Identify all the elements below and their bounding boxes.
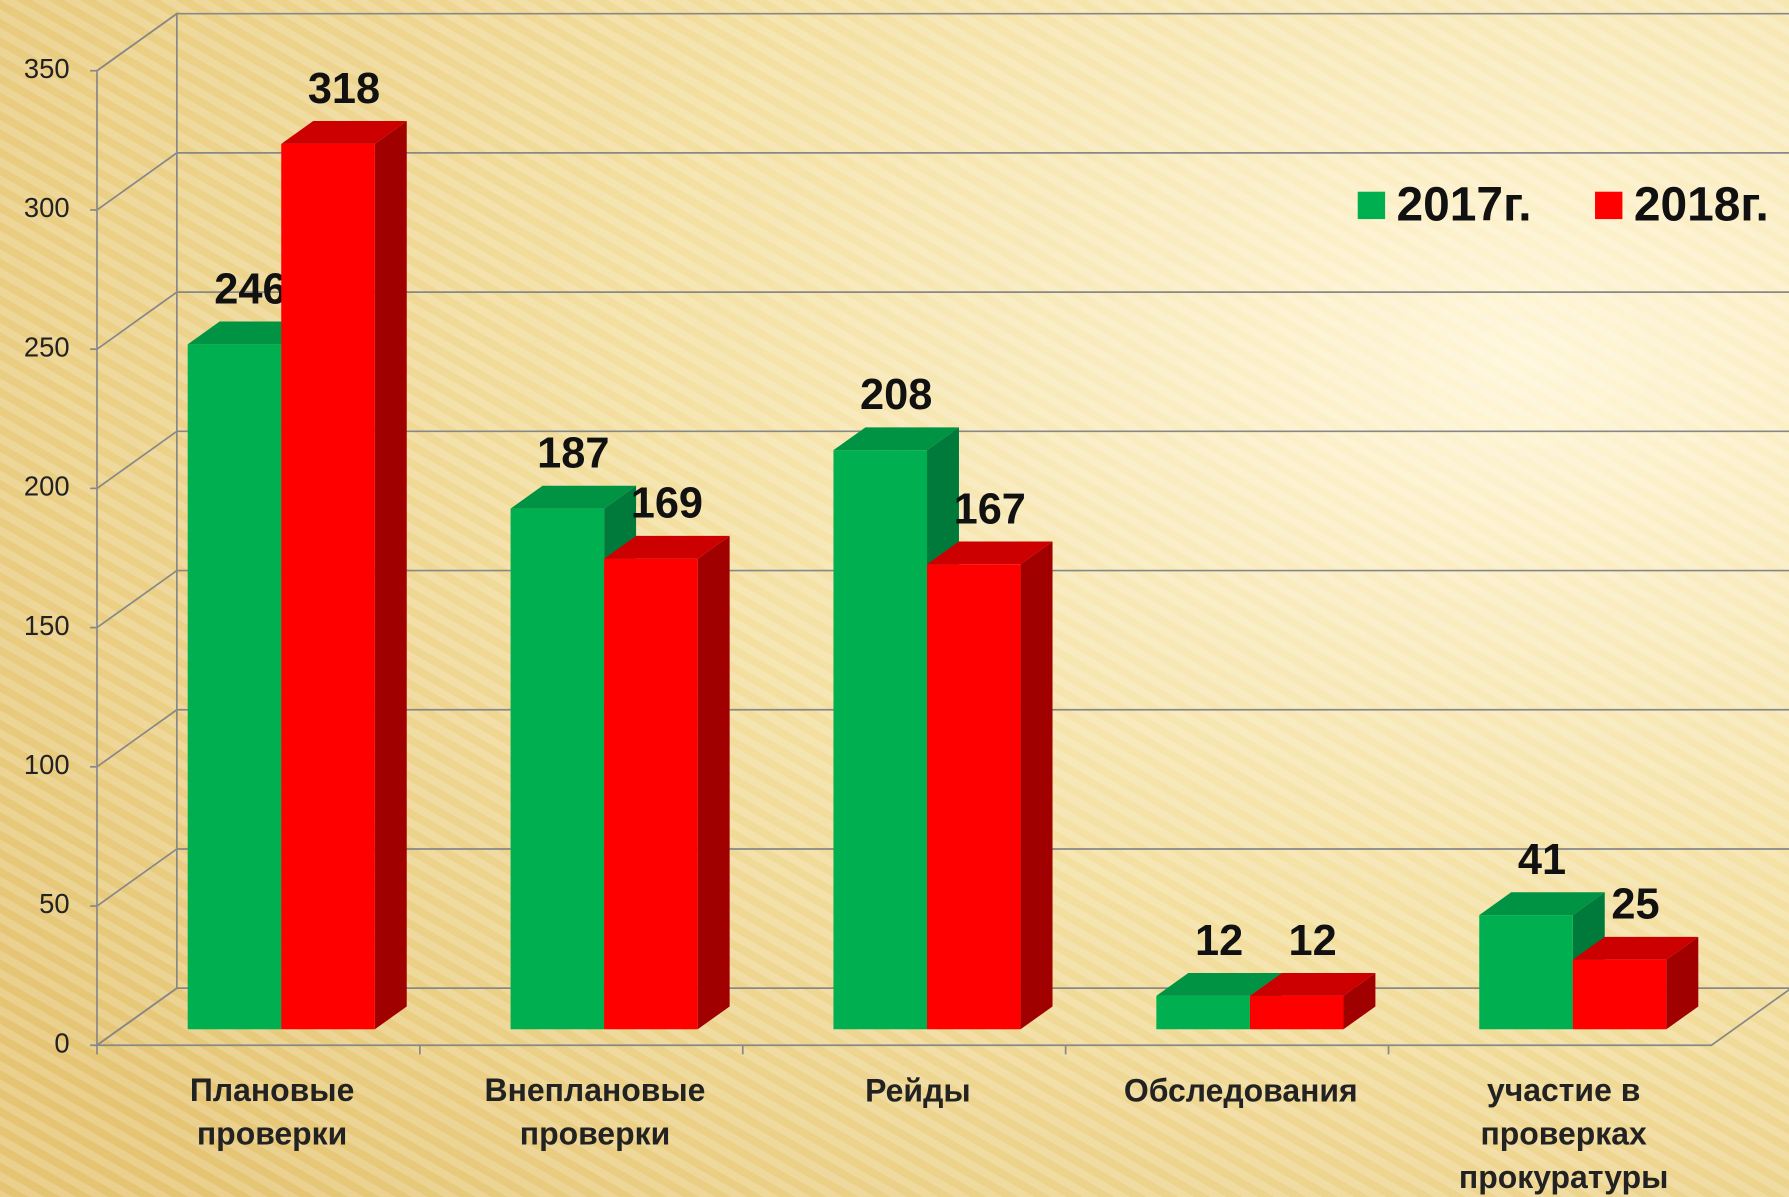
y-tick-label: 150 xyxy=(24,610,70,641)
x-tick-label: Внеплановые проверки xyxy=(485,1073,706,1152)
y-tick-label: 100 xyxy=(24,749,70,780)
value-label: 41 xyxy=(1518,836,1566,884)
bar xyxy=(927,541,1053,1030)
bar-top xyxy=(833,427,959,451)
grid-line xyxy=(96,152,1789,211)
bar-front xyxy=(1572,959,1667,1030)
y-tick-label: 250 xyxy=(24,331,70,362)
y-tick-label: 50 xyxy=(39,888,69,919)
bar-front xyxy=(1156,995,1250,1030)
bar-top xyxy=(604,535,730,559)
bar-top xyxy=(281,121,407,144)
bar-top xyxy=(1572,936,1699,960)
legend-swatch xyxy=(1357,191,1386,220)
bar-front xyxy=(187,344,282,1030)
bar-front xyxy=(510,508,605,1030)
plot: 0 50 100 150 200 250 300 350 Плановые проверки 246… xyxy=(24,12,1789,1196)
value-label: 167 xyxy=(954,485,1026,533)
bar-top xyxy=(927,541,1053,565)
x-tick-label: Плановые проверки xyxy=(190,1073,354,1152)
x-tick-label: Обследования xyxy=(1124,1073,1358,1109)
x-tick-label: участие в проверках прокуратуры xyxy=(1459,1073,1668,1196)
legend-swatch xyxy=(1595,191,1623,220)
legend-label: 2018г. xyxy=(1634,178,1769,231)
grid-line xyxy=(96,291,1789,350)
bar-side xyxy=(1666,936,1699,1030)
x-tick-label: Рейды xyxy=(865,1073,970,1109)
bar-side xyxy=(1020,541,1053,1030)
value-label: 318 xyxy=(308,65,380,113)
bar-front xyxy=(281,143,375,1030)
y-tick-label: 300 xyxy=(24,192,70,223)
grid-line xyxy=(96,569,1789,629)
value-label: 208 xyxy=(860,371,932,419)
bar-top xyxy=(1156,973,1282,996)
bar-front xyxy=(604,558,698,1030)
bar xyxy=(281,121,407,1030)
bar-front xyxy=(833,450,928,1030)
grid-line xyxy=(96,848,1789,907)
bar xyxy=(604,535,730,1030)
bar-front xyxy=(1249,995,1344,1030)
bar-top xyxy=(1249,973,1376,996)
bar-front xyxy=(927,564,1021,1030)
bar-top xyxy=(1479,892,1605,916)
y-tick-label: 200 xyxy=(24,471,70,502)
bar-top xyxy=(510,485,637,509)
y-tick-label: 0 xyxy=(54,1027,69,1058)
value-label: 25 xyxy=(1611,881,1659,929)
bar xyxy=(1249,973,1376,1030)
y-tick-label: 350 xyxy=(24,53,70,84)
legend-label: 2017г. xyxy=(1397,178,1532,231)
value-label: 246 xyxy=(214,265,286,313)
bar-side xyxy=(1343,973,1376,1030)
value-label: 169 xyxy=(631,480,703,528)
bar xyxy=(1572,936,1699,1030)
bar xyxy=(1156,973,1282,1030)
bar-side xyxy=(374,121,407,1030)
value-label: 12 xyxy=(1195,917,1243,965)
value-label: 12 xyxy=(1289,917,1337,965)
grid-line xyxy=(96,12,1789,72)
grid-line xyxy=(96,430,1789,490)
grid-line xyxy=(96,708,1789,768)
bar-front xyxy=(1479,915,1573,1030)
bar-side xyxy=(697,535,730,1030)
value-label: 187 xyxy=(537,430,609,478)
